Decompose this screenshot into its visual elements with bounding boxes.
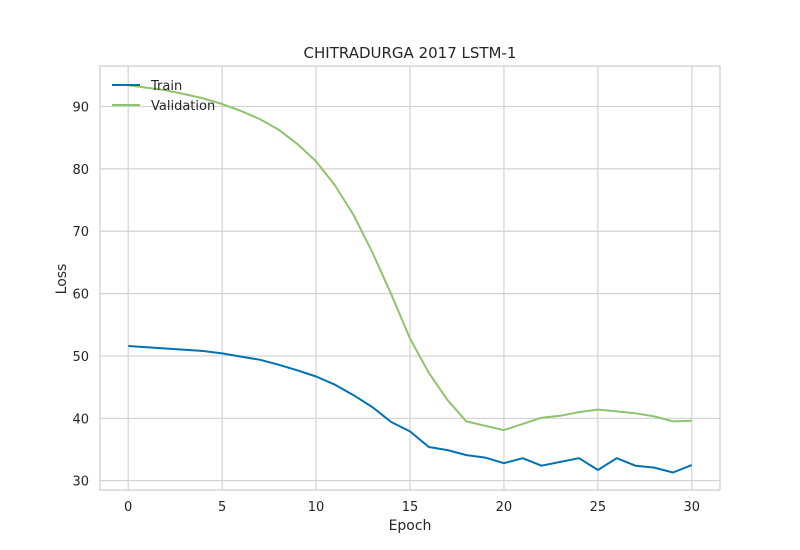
x-tick-label: 20 — [496, 500, 513, 515]
x-tick-label: 15 — [402, 500, 419, 515]
y-tick-label: 80 — [72, 163, 89, 178]
legend-label-validation: Validation — [151, 99, 215, 114]
grid — [100, 66, 720, 490]
y-axis-label: Loss — [54, 264, 70, 295]
y-tick-label: 30 — [72, 475, 89, 490]
x-tick-label: 10 — [308, 500, 325, 515]
y-tick-label: 50 — [72, 350, 89, 365]
y-tick-label: 70 — [72, 225, 89, 240]
x-axis-label: Epoch — [389, 518, 432, 534]
y-tick-label: 90 — [72, 101, 89, 116]
x-tick-label: 0 — [124, 500, 132, 515]
chart-title: CHITRADURGA 2017 LSTM-1 — [304, 44, 517, 62]
y-tick-label: 60 — [72, 288, 89, 303]
plot-frame — [99, 65, 721, 491]
tick-labels: 0 5 10 15 20 25 30 30 40 50 60 70 80 90 — [72, 101, 700, 515]
series-layer — [128, 84, 693, 474]
legend: Train Validation — [112, 79, 215, 114]
y-tick-label: 40 — [72, 412, 89, 427]
x-tick-label: 25 — [590, 500, 607, 515]
legend-label-train: Train — [150, 79, 182, 94]
x-tick-label: 30 — [684, 500, 701, 515]
x-tick-label: 5 — [218, 500, 226, 515]
series-line-train — [128, 345, 693, 474]
series-line-validation — [128, 84, 692, 432]
